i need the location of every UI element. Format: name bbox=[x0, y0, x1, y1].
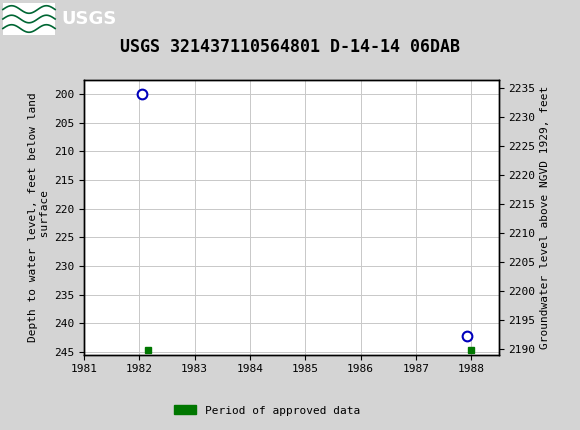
Legend: Period of approved data: Period of approved data bbox=[169, 401, 364, 420]
Y-axis label: Depth to water level, feet below land
 surface: Depth to water level, feet below land su… bbox=[28, 92, 50, 342]
Y-axis label: Groundwater level above NGVD 1929, feet: Groundwater level above NGVD 1929, feet bbox=[539, 86, 550, 349]
Text: USGS: USGS bbox=[61, 10, 116, 28]
Text: USGS 321437110564801 D-14-14 06DAB: USGS 321437110564801 D-14-14 06DAB bbox=[120, 38, 460, 56]
Bar bbox=[3, 3, 55, 35]
